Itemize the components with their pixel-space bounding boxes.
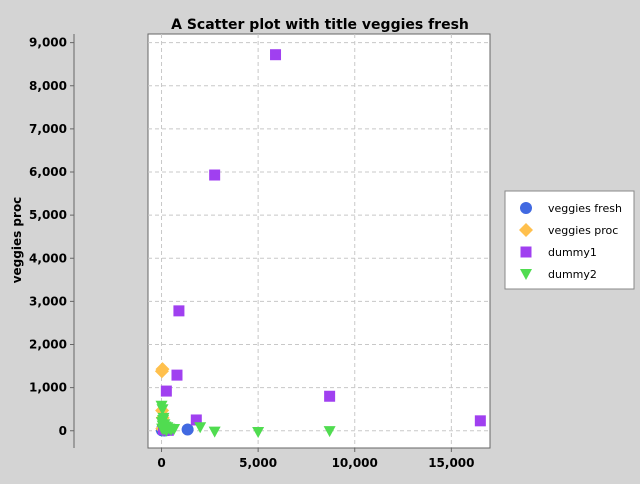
data-point: [159, 422, 172, 434]
y-tick-label: 8,000: [29, 79, 67, 93]
y-tick-label: 0: [59, 424, 67, 438]
axis-ticks: 0 5,000 10,000 15,000 0 1,000 2,000 3,000 4,000 5…: [29, 36, 474, 470]
legend-item: dummy2: [520, 268, 597, 281]
x-tick-label: 5,000: [239, 456, 277, 470]
grid: [148, 34, 490, 448]
data-point: [156, 404, 169, 416]
y-tick-label: 2,000: [29, 338, 67, 352]
data-point: [270, 49, 282, 61]
data-point: [157, 414, 170, 426]
x-tick-label: 10,000: [332, 456, 378, 470]
data-point: [323, 426, 336, 438]
legend-marker: [520, 202, 532, 214]
data-point: [160, 385, 172, 397]
y-axis-label: veggies proc: [10, 197, 24, 284]
y-tick-label: 7,000: [29, 122, 67, 136]
data-point: [171, 369, 183, 381]
data-point: [252, 427, 265, 439]
y-tick-label: 3,000: [29, 294, 67, 308]
data-point: [209, 169, 221, 181]
legend-item: veggies proc: [519, 223, 618, 237]
legend-label: veggies proc: [548, 224, 618, 237]
data-point: [190, 414, 202, 426]
data-point: [324, 390, 336, 402]
y-tick-label: 6,000: [29, 165, 67, 179]
legend-label: dummy2: [548, 268, 597, 281]
data-point: [154, 364, 169, 379]
data-points: [154, 49, 486, 439]
y-tick-label: 9,000: [29, 36, 67, 50]
chart-title: A Scatter plot with title veggies fresh: [171, 17, 469, 33]
data-point: [208, 426, 221, 438]
legend-item: dummy1: [520, 246, 597, 259]
x-tick-label: 15,000: [428, 456, 474, 470]
legend: veggies fresh veggies proc dummy1 dummy2: [504, 190, 635, 290]
legend-label: dummy1: [548, 246, 597, 259]
data-point: [194, 422, 207, 434]
legend-marker: [520, 246, 532, 258]
x-tick-label: 0: [157, 456, 165, 470]
y-tick-label: 1,000: [29, 381, 67, 395]
legend-item: veggies fresh: [520, 202, 622, 215]
legend-marker: [520, 269, 532, 280]
plot-area: [147, 33, 491, 449]
y-tick-label: 5,000: [29, 208, 67, 222]
series-dummy2: [155, 400, 336, 439]
legend-label: veggies fresh: [548, 202, 622, 215]
legend-marker: [519, 223, 533, 237]
data-point: [181, 423, 194, 436]
y-tick-label: 4,000: [29, 251, 67, 265]
data-point: [474, 415, 486, 427]
data-point: [173, 305, 185, 317]
